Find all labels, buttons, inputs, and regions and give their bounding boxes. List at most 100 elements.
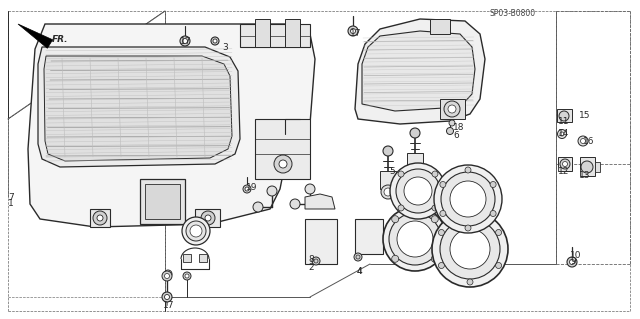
Circle shape bbox=[279, 160, 287, 168]
Circle shape bbox=[180, 36, 190, 46]
Polygon shape bbox=[28, 24, 315, 227]
Circle shape bbox=[290, 199, 300, 209]
Polygon shape bbox=[557, 109, 572, 122]
Circle shape bbox=[390, 163, 446, 219]
Circle shape bbox=[312, 257, 320, 265]
Circle shape bbox=[383, 207, 447, 271]
Text: 18: 18 bbox=[453, 123, 465, 132]
Text: 6: 6 bbox=[453, 130, 459, 139]
Text: 17: 17 bbox=[163, 300, 175, 309]
Circle shape bbox=[185, 274, 189, 278]
Circle shape bbox=[201, 211, 215, 225]
Circle shape bbox=[411, 170, 419, 178]
Circle shape bbox=[438, 263, 444, 269]
Circle shape bbox=[467, 213, 473, 219]
Circle shape bbox=[182, 217, 210, 245]
Polygon shape bbox=[407, 153, 423, 171]
Polygon shape bbox=[240, 24, 310, 47]
Circle shape bbox=[211, 37, 219, 45]
Circle shape bbox=[490, 211, 496, 217]
Circle shape bbox=[404, 177, 432, 205]
Polygon shape bbox=[140, 179, 185, 224]
Text: 8: 8 bbox=[308, 256, 314, 264]
Polygon shape bbox=[183, 254, 191, 262]
Circle shape bbox=[440, 182, 446, 188]
Polygon shape bbox=[380, 171, 396, 189]
Polygon shape bbox=[430, 19, 450, 34]
Circle shape bbox=[580, 138, 586, 144]
Circle shape bbox=[440, 211, 446, 217]
Circle shape bbox=[381, 185, 395, 199]
Polygon shape bbox=[38, 47, 240, 167]
Text: 17: 17 bbox=[350, 29, 362, 39]
Circle shape bbox=[190, 225, 202, 237]
Polygon shape bbox=[199, 254, 207, 262]
Text: 7: 7 bbox=[8, 192, 13, 202]
Circle shape bbox=[465, 225, 471, 231]
Circle shape bbox=[97, 215, 103, 221]
Polygon shape bbox=[44, 56, 232, 161]
Circle shape bbox=[557, 130, 566, 138]
Circle shape bbox=[434, 165, 502, 233]
Bar bbox=[305, 219, 337, 264]
Circle shape bbox=[397, 221, 433, 257]
Circle shape bbox=[162, 292, 172, 302]
Circle shape bbox=[490, 182, 496, 188]
Circle shape bbox=[348, 26, 358, 36]
Text: 12: 12 bbox=[558, 167, 570, 175]
Circle shape bbox=[578, 136, 588, 146]
Circle shape bbox=[183, 272, 191, 280]
Circle shape bbox=[448, 105, 456, 113]
Circle shape bbox=[449, 120, 455, 126]
Text: 17: 17 bbox=[180, 36, 191, 46]
Circle shape bbox=[438, 229, 444, 235]
Text: 13: 13 bbox=[579, 172, 591, 181]
Polygon shape bbox=[595, 162, 600, 172]
Circle shape bbox=[398, 205, 404, 211]
Circle shape bbox=[570, 259, 575, 264]
Circle shape bbox=[441, 172, 495, 226]
Circle shape bbox=[274, 155, 292, 173]
Text: 9: 9 bbox=[570, 257, 576, 266]
Circle shape bbox=[410, 128, 420, 138]
Polygon shape bbox=[285, 19, 300, 47]
Text: 16: 16 bbox=[583, 137, 595, 145]
Bar bbox=[355, 219, 383, 254]
Circle shape bbox=[432, 211, 508, 287]
Polygon shape bbox=[355, 19, 485, 124]
Text: SP03-B0800: SP03-B0800 bbox=[490, 10, 536, 19]
Circle shape bbox=[351, 28, 355, 33]
Circle shape bbox=[560, 159, 570, 169]
Circle shape bbox=[164, 273, 170, 278]
Circle shape bbox=[392, 216, 399, 223]
Circle shape bbox=[431, 255, 438, 262]
Circle shape bbox=[354, 253, 362, 261]
Circle shape bbox=[431, 216, 438, 223]
Circle shape bbox=[450, 181, 486, 217]
Circle shape bbox=[164, 294, 170, 300]
Circle shape bbox=[245, 187, 249, 191]
Text: 15: 15 bbox=[579, 112, 591, 121]
Circle shape bbox=[560, 132, 564, 136]
Circle shape bbox=[396, 169, 440, 213]
Circle shape bbox=[447, 128, 454, 135]
Circle shape bbox=[398, 171, 404, 177]
Circle shape bbox=[567, 257, 577, 267]
Circle shape bbox=[392, 255, 399, 262]
Circle shape bbox=[495, 229, 502, 235]
Circle shape bbox=[465, 167, 471, 173]
Text: 14: 14 bbox=[558, 130, 570, 138]
Circle shape bbox=[93, 211, 107, 225]
Circle shape bbox=[444, 101, 460, 117]
Text: 4: 4 bbox=[357, 268, 363, 277]
Text: 1: 1 bbox=[8, 199, 13, 209]
Polygon shape bbox=[440, 99, 465, 119]
Circle shape bbox=[213, 39, 217, 43]
Text: 2: 2 bbox=[308, 263, 314, 271]
Circle shape bbox=[581, 161, 593, 173]
Polygon shape bbox=[255, 19, 270, 47]
Circle shape bbox=[467, 279, 473, 285]
Text: 5: 5 bbox=[389, 167, 395, 175]
Polygon shape bbox=[255, 119, 310, 179]
Text: 3: 3 bbox=[222, 42, 228, 51]
